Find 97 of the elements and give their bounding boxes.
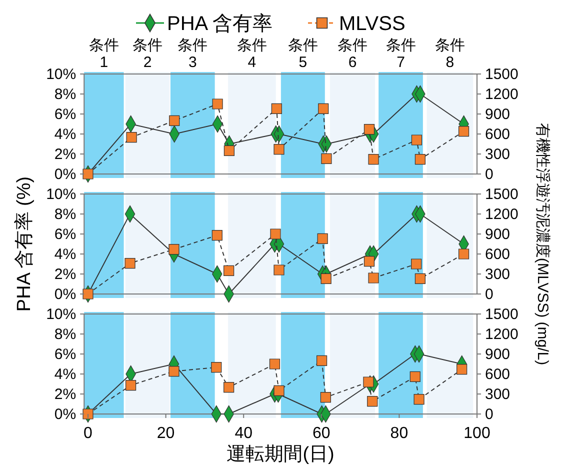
legend-label: MLVSS (339, 13, 406, 35)
y2-tick-label: 1500 (485, 66, 518, 83)
band-label: 条件 3 (178, 37, 208, 71)
point (212, 98, 223, 110)
point (168, 366, 180, 377)
y-tick-label: 4% (54, 246, 76, 263)
y2-tick-label: 600 (485, 126, 510, 143)
y2-tick-label: 1200 (485, 86, 518, 103)
point (364, 124, 375, 135)
point (169, 115, 180, 126)
band-label: 条件 2 (132, 37, 163, 71)
point (271, 103, 282, 114)
y-tick-label: 6% (54, 106, 76, 123)
y-tick-label: 6% (54, 226, 76, 243)
y2-tick-label: 1200 (485, 206, 518, 223)
point (363, 376, 374, 388)
legend-label: PHA 含有率 (167, 13, 273, 35)
y-tick-label: 8% (54, 86, 76, 103)
point (410, 371, 420, 382)
band-label: 条件 4 (236, 37, 267, 71)
x-tick-label: 40 (234, 425, 253, 442)
y-tick-label: 4% (54, 126, 76, 143)
band-label: 条件 6 (338, 37, 368, 71)
point (320, 392, 331, 403)
y-tick-label: 0% (54, 286, 76, 303)
y-tick-label: 10% (46, 66, 76, 83)
y2-tick-label: 900 (485, 226, 510, 243)
y2-tick-label: 0 (485, 406, 494, 423)
point (274, 385, 284, 396)
point (316, 355, 328, 366)
y2-tick-label: 300 (485, 146, 510, 163)
y2-tick-label: 900 (485, 106, 510, 123)
x-tick-label: 60 (312, 425, 330, 442)
point (212, 230, 222, 241)
y-tick-label: 10% (46, 306, 76, 323)
y-tick-label: 2% (54, 266, 76, 283)
x-tick-label: 100 (464, 425, 490, 442)
point (458, 126, 470, 137)
point (320, 273, 332, 284)
y-tick-label: 2% (54, 386, 76, 403)
band-label: 条件 5 (288, 37, 318, 71)
point (224, 382, 234, 393)
point (125, 380, 136, 391)
point (270, 228, 281, 240)
point (411, 258, 422, 270)
x-tick-label: 0 (84, 425, 93, 442)
point (82, 168, 94, 180)
point (456, 364, 468, 375)
x-tick-label: 20 (156, 425, 175, 442)
y2-tick-label: 300 (485, 386, 510, 403)
point (368, 154, 379, 165)
y-tick-label: 8% (54, 206, 76, 223)
point (274, 264, 284, 276)
y2-axis-title: 有機性浮遊汚泥濃度(MLVSS) (mg/L) (534, 122, 551, 366)
point (414, 154, 426, 165)
point (82, 408, 94, 420)
point (458, 248, 470, 260)
point (224, 145, 235, 156)
x-axis-title: 運転期間(日) (226, 444, 334, 465)
point (411, 134, 422, 146)
y2-tick-label: 600 (485, 246, 510, 263)
point (321, 153, 332, 164)
band-label: 条件 7 (386, 37, 416, 71)
point (414, 273, 426, 284)
point (414, 394, 424, 405)
y2-tick-label: 1200 (485, 326, 518, 343)
y-tick-label: 0% (54, 166, 76, 183)
y2-tick-label: 300 (485, 266, 510, 283)
y2-tick-label: 600 (485, 366, 510, 383)
point (211, 362, 222, 373)
point (368, 272, 379, 284)
y-tick-label: 0% (54, 406, 76, 423)
point (367, 396, 378, 407)
point (168, 244, 180, 255)
y2-tick-label: 0 (485, 166, 494, 183)
band-label: 条件 8 (434, 37, 465, 71)
y-tick-label: 8% (54, 326, 76, 343)
point (224, 265, 234, 276)
point (124, 258, 136, 269)
y-axis-title: PHA 含有率 (%) (13, 176, 35, 312)
point (82, 288, 94, 300)
point (274, 144, 284, 155)
y2-tick-label: 900 (485, 346, 510, 363)
point (364, 256, 375, 267)
y-tick-label: 4% (54, 366, 76, 383)
point (126, 132, 137, 143)
y2-tick-label: 1500 (485, 306, 518, 323)
point (318, 103, 329, 114)
y-tick-label: 2% (54, 146, 76, 163)
band-label: 条件 1 (88, 37, 119, 71)
y-tick-label: 10% (46, 186, 76, 203)
point (317, 233, 328, 244)
x-tick-label: 80 (390, 425, 408, 442)
y2-tick-label: 1500 (485, 186, 518, 203)
point (269, 358, 280, 370)
y2-tick-label: 0 (485, 286, 494, 303)
y-tick-label: 6% (54, 346, 76, 363)
